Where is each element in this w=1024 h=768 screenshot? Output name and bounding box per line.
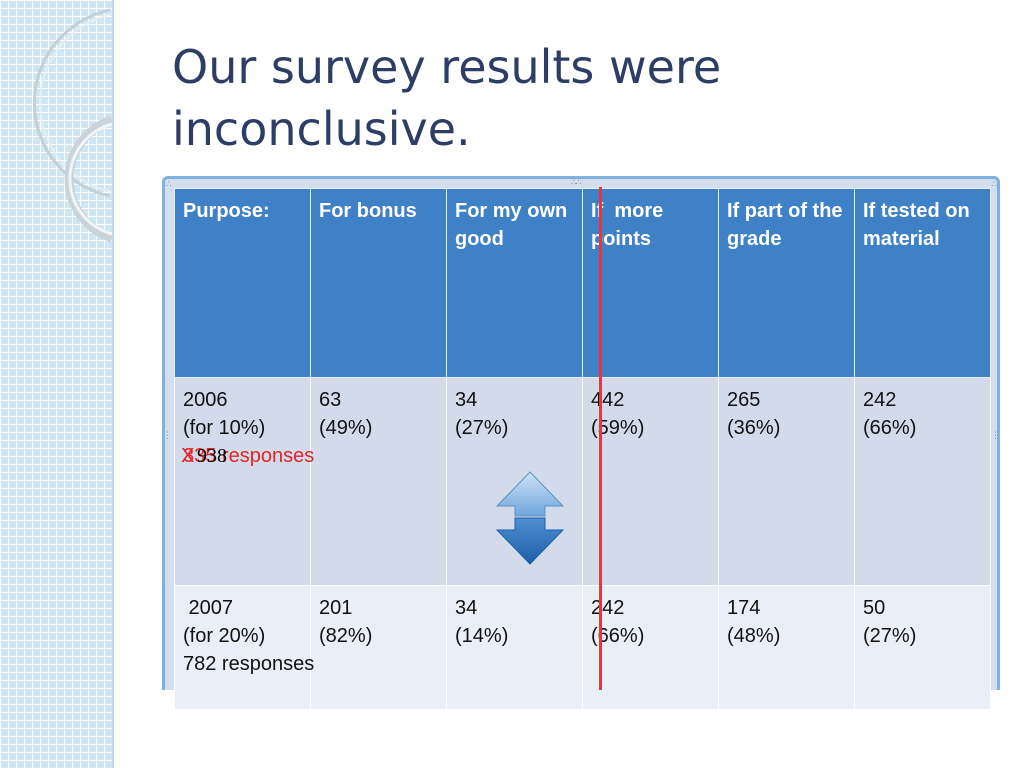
- responses-label: responses: [221, 445, 315, 467]
- corrected-response-count: 938: [197, 445, 227, 467]
- row-weight: (for 20%): [183, 625, 266, 647]
- row-year: 2006: [183, 389, 228, 411]
- resize-handle-top[interactable]: ∴∴: [571, 177, 582, 187]
- table-frame[interactable]: ∴ ∴∴ ∴ ⋮ ⋮ Purpose: For bonus For my own…: [162, 176, 1000, 710]
- resize-handle-left[interactable]: ⋮: [163, 430, 172, 440]
- header-for-bonus: For bonus: [310, 188, 447, 378]
- decorative-rings: [32, 8, 114, 243]
- table-row: 2006 (for 10%) 335 X 938 responses 63 (4…: [174, 377, 991, 586]
- row-weight: (for 10%): [183, 417, 266, 439]
- cell-2007-own-good: 34 (14%): [446, 585, 583, 710]
- cell-count: 174: [727, 597, 761, 619]
- cell-2007-part-of-grade: 174 (48%): [718, 585, 855, 710]
- cell-percent: (14%): [455, 625, 509, 647]
- table-row: 2007 (for 20%) 782 responses 201 (82%) 3…: [174, 585, 991, 710]
- struck-response-count: 335 X 938: [181, 442, 227, 470]
- table-header-row: Purpose: For bonus For my own good If mo…: [174, 188, 991, 378]
- header-if-tested-on-material: If tested on material: [854, 188, 991, 378]
- cell-2006-tested: 242 (66%): [854, 377, 991, 586]
- header-for-my-own-good: For my own good: [446, 188, 583, 378]
- survey-results-table: Purpose: For bonus For my own good If mo…: [174, 188, 991, 710]
- resize-handle-top-left[interactable]: ∴: [166, 179, 172, 189]
- cell-count: 265: [727, 389, 761, 411]
- row-responses: 335 X 938 responses: [181, 442, 314, 470]
- cell-percent: (48%): [727, 625, 781, 647]
- row-label-2006: 2006 (for 10%) 335 X 938 responses: [174, 377, 314, 586]
- cell-percent: (36%): [727, 417, 781, 439]
- row-label-2007: 2007 (for 20%) 782 responses: [174, 585, 315, 710]
- cell-2007-tested: 50 (27%): [854, 585, 991, 710]
- resize-handle-right[interactable]: ⋮: [991, 430, 1000, 440]
- cell-count: 50: [863, 597, 886, 619]
- cell-count: 242: [591, 597, 625, 619]
- cell-count: 34: [455, 597, 478, 619]
- cell-percent: (27%): [455, 417, 509, 439]
- cell-percent: (27%): [863, 625, 917, 647]
- cell-count: 201: [319, 597, 353, 619]
- cell-percent: (49%): [319, 417, 373, 439]
- cell-2007-more-points: 242 (66%): [582, 585, 719, 710]
- resize-handle-top-right[interactable]: ∴: [991, 179, 997, 189]
- cell-percent: (82%): [319, 625, 373, 647]
- cell-2006-part-of-grade: 265 (36%): [718, 377, 855, 586]
- red-divider-line: [599, 187, 602, 690]
- slide-title: Our survey results were inconclusive.: [172, 40, 722, 156]
- up-down-arrow-icon: [495, 471, 565, 565]
- cell-percent: (59%): [591, 417, 645, 439]
- header-purpose: Purpose:: [174, 188, 311, 378]
- cell-percent: (66%): [591, 625, 645, 647]
- cell-2006-more-points: 442 (59%): [582, 377, 719, 586]
- row-year: 2007: [183, 597, 234, 619]
- strike-x-mark: X: [181, 445, 195, 467]
- header-if-more-points: If more points: [582, 188, 719, 378]
- row-responses: 782 responses: [183, 653, 315, 675]
- header-if-part-of-grade: If part of the grade: [718, 188, 855, 378]
- cell-count: 442: [591, 389, 625, 411]
- cell-percent: (66%): [863, 417, 917, 439]
- cell-count: 34: [455, 389, 478, 411]
- cell-2007-bonus: 201 (82%): [310, 585, 447, 710]
- cell-count: 63: [319, 389, 342, 411]
- cell-count: 242: [863, 389, 897, 411]
- cell-2006-bonus: 63 (49%): [310, 377, 447, 586]
